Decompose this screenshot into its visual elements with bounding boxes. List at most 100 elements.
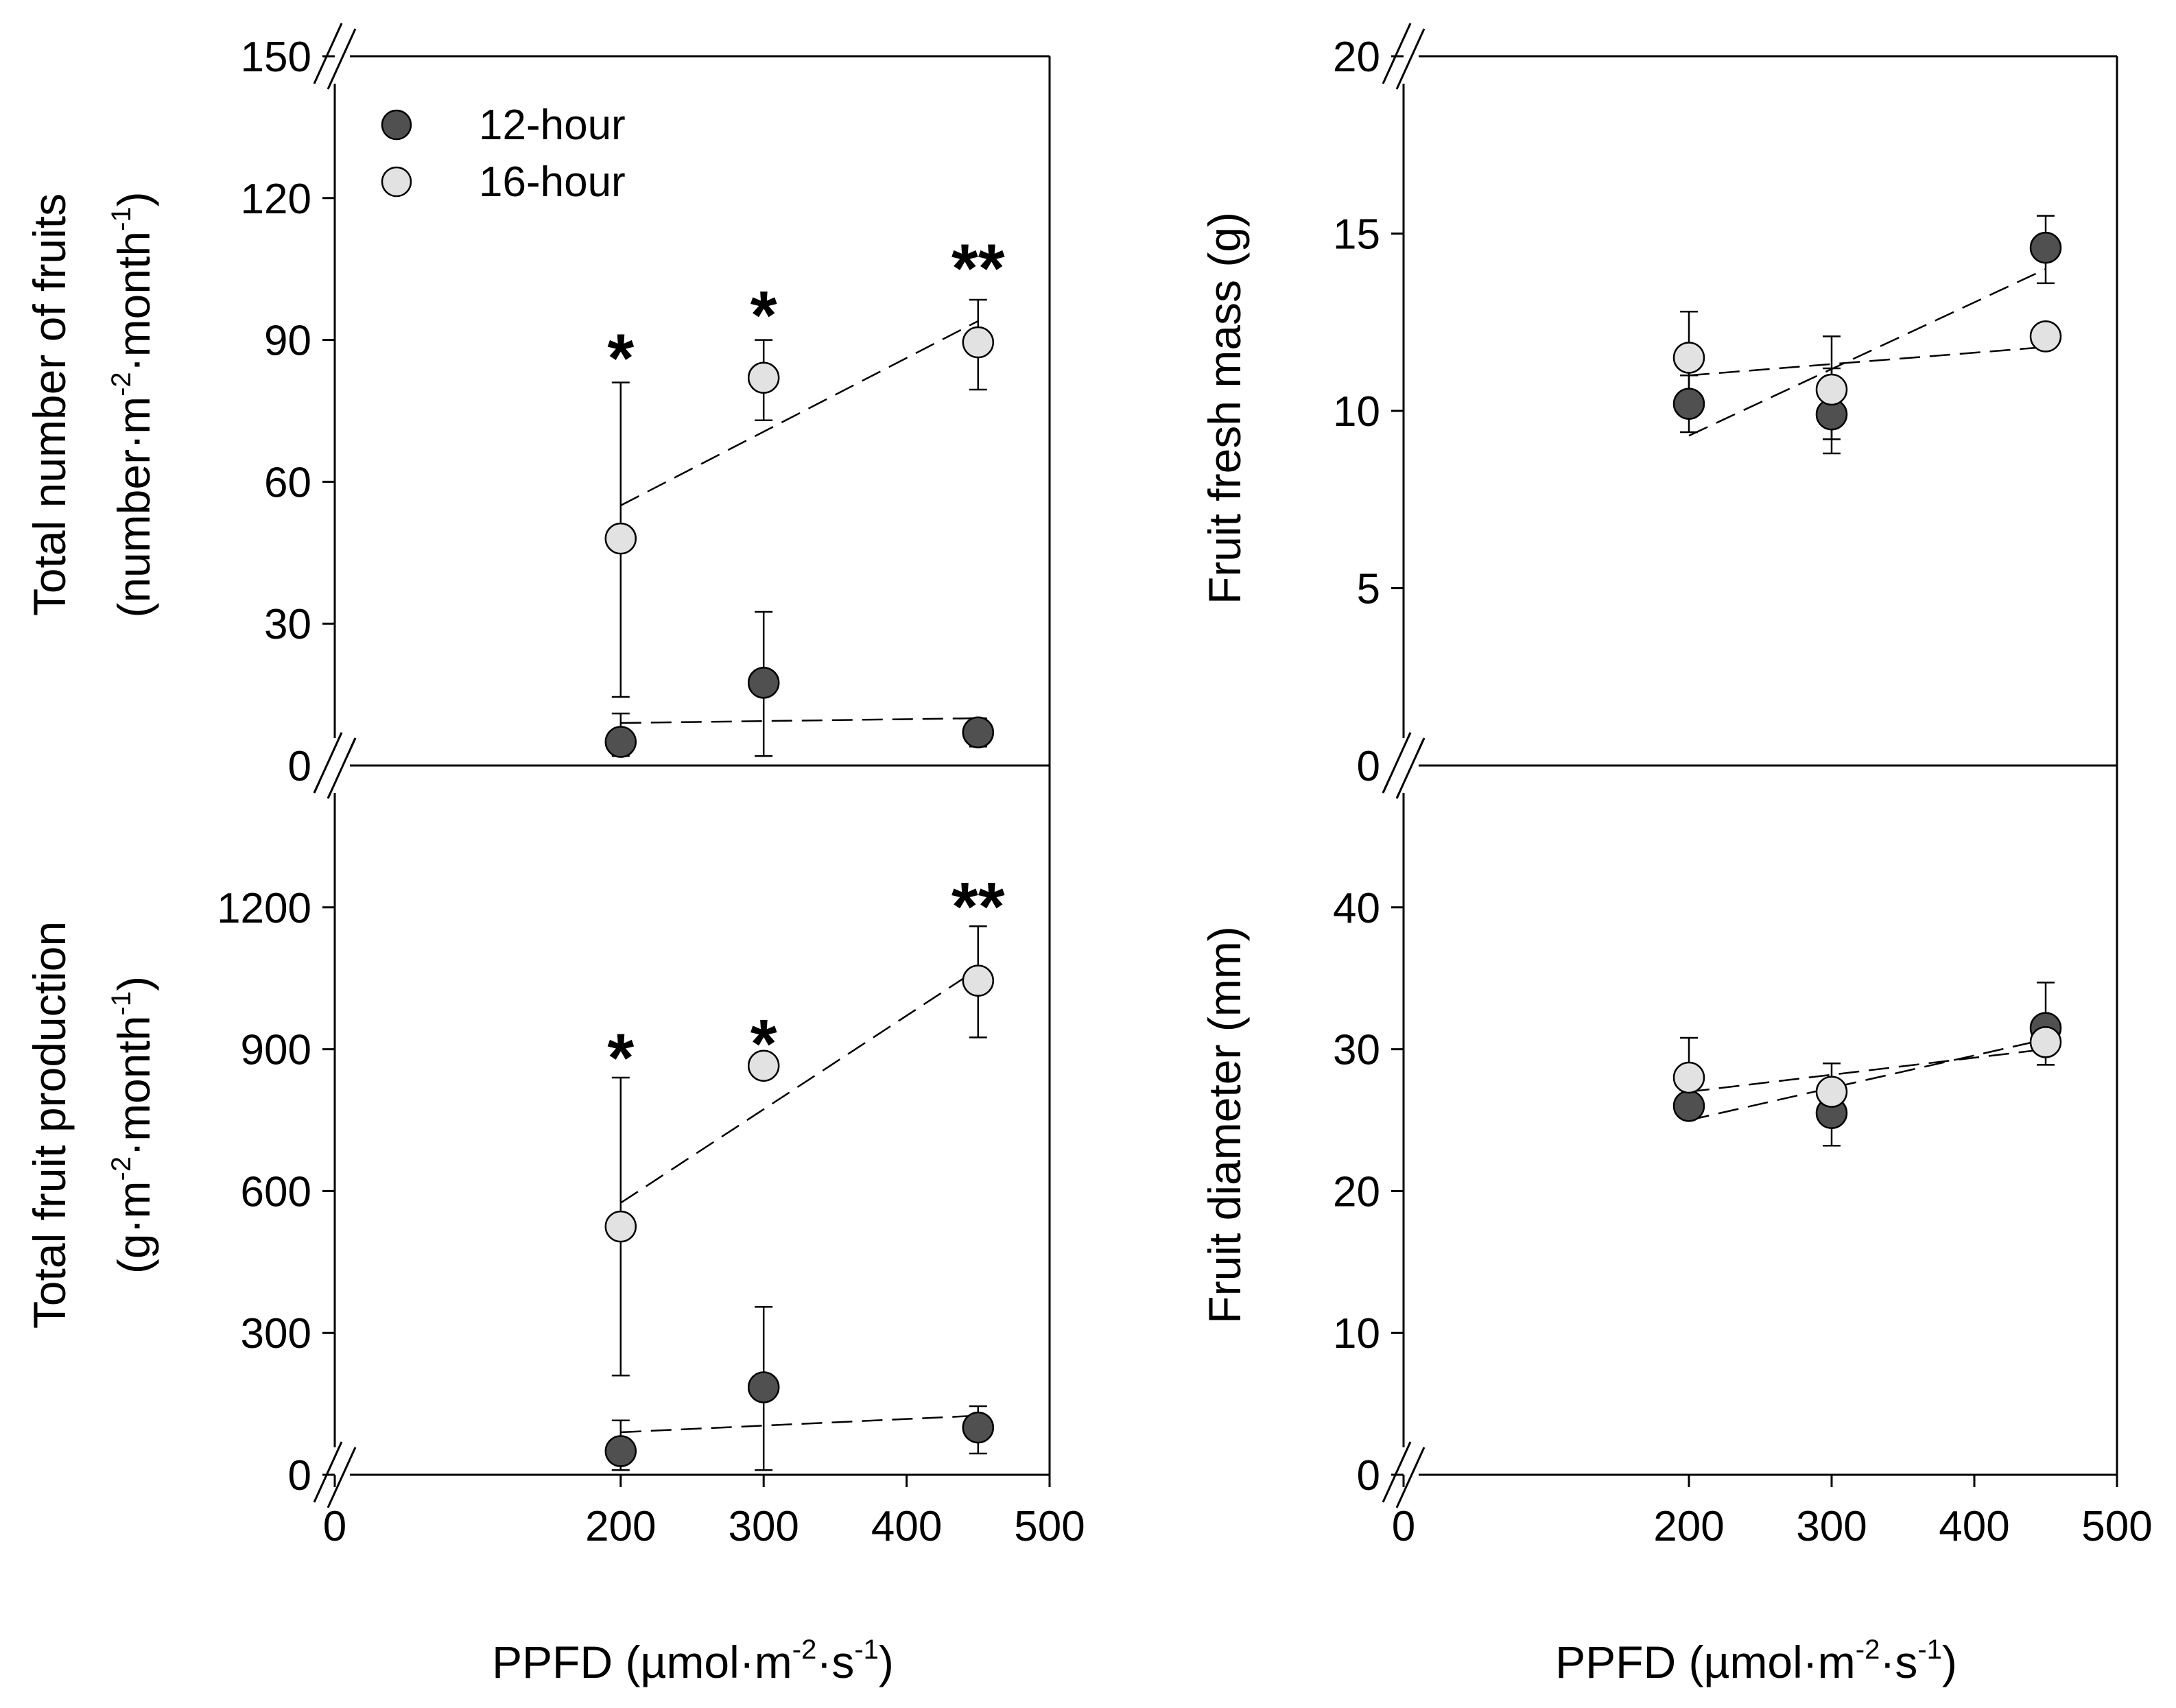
axis-break-mark [1395, 28, 1426, 90]
y-tick-label: 20 [1333, 1168, 1380, 1215]
data-point-12-hour [1672, 1090, 1705, 1122]
x-tick-label: 500 [2081, 1503, 2152, 1550]
legend-label-12-hour: 12-hour [479, 102, 626, 149]
y-tick-label: 15 [1333, 211, 1380, 259]
y-tick-label: 10 [1333, 388, 1380, 436]
data-point-16-hour [747, 1049, 780, 1082]
x-axis-title-right: PPFD (µmol·m-2·s-1) [1555, 1635, 1957, 1687]
y-axis-unit-top-left: (number·m-2·month-1) [106, 191, 159, 617]
x-tick-label: 200 [1653, 1503, 1724, 1550]
y-tick-label: 10 [1333, 1310, 1380, 1357]
data-point-12-hour [1672, 388, 1705, 420]
svg-text:Total fruit production: Total fruit production [24, 921, 75, 1329]
data-point-16-hour [604, 1210, 637, 1243]
axis-break-mark [313, 1441, 343, 1503]
y-tick-label: 90 [264, 318, 311, 365]
y-axis-title-bottom-right: Fruit diameter (mm) [1199, 926, 1250, 1323]
y-axis-title-top-left: Total number of fruits [24, 193, 75, 616]
data-point-16-hour [962, 326, 995, 359]
fit-line-16-hour [620, 968, 979, 1204]
y-tick-label: 0 [1357, 1452, 1380, 1499]
x-tick-label: 200 [585, 1503, 656, 1550]
data-point-16-hour [2029, 1026, 2062, 1058]
svg-text:(g·m-2·month-1): (g·m-2·month-1) [106, 976, 159, 1274]
significance-marker: * [607, 320, 634, 396]
svg-text:Total number of fruits: Total number of fruits [24, 193, 75, 616]
y-axis-title-bottom-left: Total fruit production [24, 921, 75, 1329]
legend-label-16-hour: 16-hour [479, 158, 626, 206]
x-tick-label: 0 [1392, 1503, 1415, 1550]
y-tick-label: 1200 [217, 885, 311, 932]
axis-break-mark [1395, 737, 1426, 799]
data-point-12-hour [604, 726, 637, 758]
y-tick-label: 30 [264, 601, 311, 648]
data-point-12-hour [747, 1371, 780, 1403]
x-tick-label: 400 [1939, 1503, 2009, 1550]
y-axis-unit-bottom-left: (g·m-2·month-1) [106, 976, 159, 1274]
svg-text:Fruit fresh mass (g): Fruit fresh mass (g) [1199, 212, 1250, 604]
svg-text:Fruit diameter (mm): Fruit diameter (mm) [1199, 926, 1250, 1323]
x-axis-title-left: PPFD (µmol·m-2·s-1) [492, 1635, 894, 1687]
axis-break-mark [1395, 1447, 1426, 1508]
axis-break-mark [1382, 23, 1412, 84]
data-point-12-hour [747, 667, 780, 699]
y-tick-label: 40 [1333, 885, 1380, 932]
axis-break-mark [327, 28, 357, 90]
data-point-16-hour [1672, 342, 1705, 374]
significance-marker: * [750, 277, 777, 354]
fit-line-12-hour [620, 717, 978, 724]
fit-line-16-hour [1688, 1048, 2046, 1093]
y-tick-label: 5 [1357, 566, 1380, 613]
data-point-16-hour [2029, 320, 2062, 353]
y-tick-label: 0 [1357, 743, 1380, 790]
x-tick-label: 300 [728, 1503, 799, 1550]
y-tick-label: 600 [241, 1168, 311, 1215]
y-tick-label: 60 [264, 459, 311, 506]
y-tick-label: 150 [241, 34, 311, 81]
fit-line-16-hour [620, 320, 979, 506]
y-tick-label: 300 [241, 1310, 311, 1357]
significance-marker: * [607, 1019, 634, 1096]
x-tick-label: 500 [1014, 1503, 1085, 1550]
data-point-12-hour [604, 1435, 637, 1467]
svg-text:(number·m-2·month-1): (number·m-2·month-1) [106, 191, 159, 617]
data-point-16-hour [747, 361, 780, 394]
axis-break-mark [327, 1447, 357, 1508]
x-tick-label: 300 [1796, 1503, 1867, 1550]
fit-line-12-hour [1688, 268, 2046, 437]
data-point-16-hour [1672, 1061, 1705, 1094]
y-tick-label: 0 [288, 743, 311, 790]
x-tick-label: 0 [323, 1503, 346, 1550]
legend-marker-12-hour [381, 109, 412, 141]
axis-break-mark [1382, 732, 1412, 794]
axis-break-mark [1382, 1441, 1412, 1503]
y-tick-label: 0 [288, 1452, 311, 1499]
y-tick-label: 20 [1333, 34, 1380, 81]
data-point-16-hour [1815, 1076, 1848, 1108]
x-tick-label: 400 [871, 1503, 942, 1550]
axis-break-mark [327, 737, 357, 799]
y-axis-title-top-right: Fruit fresh mass (g) [1199, 212, 1250, 604]
data-point-16-hour [962, 964, 995, 997]
legend-marker-16-hour [381, 166, 412, 198]
data-point-12-hour [2029, 231, 2062, 264]
fit-line-12-hour [620, 1414, 978, 1434]
significance-marker: ** [951, 230, 1005, 307]
legend: 12-hour 16-hour [381, 102, 626, 206]
panel-fruit-fresh-mass: 0 5 10 15 20 [1333, 23, 2118, 799]
axis-break-mark [313, 732, 343, 794]
fit-line-12-hour [1688, 1038, 2046, 1122]
y-tick-label: 30 [1333, 1027, 1380, 1074]
y-tick-label: 900 [241, 1027, 311, 1074]
data-point-12-hour [962, 1411, 995, 1444]
significance-marker: * [750, 1006, 777, 1082]
fit-line-16-hour [1688, 346, 2046, 377]
data-point-16-hour [1815, 373, 1848, 406]
data-point-16-hour [604, 522, 637, 555]
data-point-12-hour [962, 716, 995, 748]
y-tick-label: 120 [241, 176, 311, 223]
